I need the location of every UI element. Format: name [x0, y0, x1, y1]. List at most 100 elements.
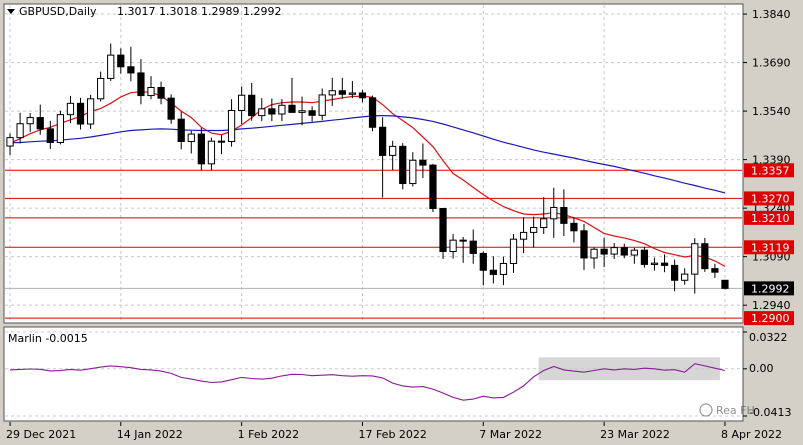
- candle-bear: [378, 126, 387, 156]
- candle-bull: [650, 262, 659, 265]
- level-label-box: [744, 311, 794, 326]
- level-label: 1.3210: [751, 212, 790, 225]
- oscillator-scale-top: 0.0322: [749, 331, 788, 344]
- level-label-box: [744, 191, 794, 206]
- candlesticks: [6, 43, 729, 294]
- oscillator-line: [9, 363, 726, 401]
- price-axis: 1.38401.36901.35401.33901.32401.30901.29…: [743, 8, 791, 312]
- candle-bull: [449, 239, 457, 252]
- candle-bull: [318, 94, 326, 116]
- oscillator-scale-bottom: -0.0413: [749, 406, 791, 419]
- level-label-box: [744, 163, 794, 178]
- candle-bear: [660, 262, 669, 266]
- current-price-label: 1.2992: [751, 282, 790, 295]
- current-price-box: [744, 281, 794, 296]
- candle-bull: [348, 92, 357, 95]
- candle-bull: [530, 227, 538, 233]
- candle-bear: [177, 118, 185, 143]
- oscillator-scale-zero: 0.00: [749, 362, 774, 375]
- candle-bull: [258, 108, 266, 117]
- candle-bear: [439, 207, 447, 252]
- candle-bear: [560, 206, 568, 224]
- price-pane: [3, 3, 744, 324]
- ma-fast-line: [9, 91, 726, 267]
- candle-bear: [308, 110, 316, 116]
- candle-bull: [550, 206, 558, 220]
- candle-bull: [66, 102, 75, 116]
- candle-bear: [459, 239, 467, 242]
- candle-bear: [429, 164, 437, 209]
- candle-bear: [721, 279, 729, 289]
- candle-bear: [137, 72, 145, 97]
- chart-ohlc: 1.3017 1.3018 1.2989 1.2992: [117, 5, 281, 18]
- candle-bull: [610, 247, 618, 255]
- y-tick-label: 1.3840: [752, 8, 791, 21]
- candle-bull: [298, 110, 306, 113]
- y-tick-label: 1.2940: [752, 299, 791, 312]
- x-tick-label: 17 Feb 2022: [358, 428, 426, 441]
- candle-bull: [147, 86, 155, 97]
- candle-bear: [620, 247, 628, 256]
- time-axis: 29 Dec 2021 14 Jan 2022 1 Feb 2022 17 Feb 2…: [6, 422, 782, 441]
- candle-bull: [278, 104, 286, 115]
- candle-bear: [197, 133, 205, 165]
- candle-bear: [570, 222, 578, 232]
- candle-bear: [157, 86, 165, 99]
- level-labels: 1.3357 1.3270 1.3210 1.3119 1.2900 1.2992: [744, 163, 794, 326]
- level-label-box: [744, 240, 794, 255]
- x-tick-label: 1 Feb 2022: [238, 428, 299, 441]
- watermark: Rea FH: [699, 403, 755, 417]
- chart-symbol: GBPUSD,Daily: [19, 5, 97, 18]
- chart-menu-triangle-icon[interactable]: [7, 9, 15, 14]
- candle-bear: [268, 108, 276, 115]
- candle-bear: [217, 140, 226, 143]
- oscillator-label: Marlin -0.0015: [8, 332, 88, 345]
- candle-bull: [107, 54, 115, 79]
- candle-bull: [519, 231, 528, 240]
- candle-bear: [288, 104, 296, 113]
- candle-bear: [248, 94, 256, 117]
- candle-bull: [389, 145, 397, 156]
- oscillator: [5, 331, 747, 417]
- candle-bull: [630, 249, 638, 256]
- candle-bull: [409, 159, 417, 185]
- candle-bear: [117, 54, 125, 68]
- candle-bear: [46, 128, 54, 143]
- y-tick-label: 1.3540: [752, 105, 791, 118]
- candle-bull: [86, 98, 95, 125]
- level-lines: [5, 169, 742, 319]
- level-label-box: [744, 210, 794, 225]
- y-tick-label: 1.3690: [752, 57, 791, 70]
- candle-bear: [711, 268, 719, 273]
- candle-bull: [207, 140, 216, 165]
- candle-bull: [238, 94, 246, 111]
- candle-bull: [6, 137, 14, 147]
- candle-bear: [479, 252, 487, 271]
- candle-bear: [640, 249, 649, 265]
- candle-bear: [127, 66, 135, 74]
- candle-bull: [97, 77, 105, 100]
- candle-bear: [358, 92, 367, 99]
- candle-bull: [16, 123, 24, 139]
- candle-bear: [469, 240, 477, 254]
- x-tick-label: 7 Mar 2022: [479, 428, 542, 441]
- watermark-logo-icon: [699, 403, 713, 417]
- level-label: 1.3119: [751, 241, 790, 254]
- candle-bear: [167, 97, 175, 120]
- candle-bear: [76, 102, 85, 125]
- candle-bear: [368, 97, 377, 128]
- x-tick-label: 14 Jan 2022: [117, 428, 183, 441]
- x-tick-label: 23 Mar 2022: [600, 428, 670, 441]
- candle-bear: [600, 248, 608, 255]
- ma-slow-line: [9, 114, 726, 194]
- candle-bull: [681, 273, 689, 281]
- candle-bull: [540, 218, 548, 229]
- candle-bull: [227, 109, 236, 143]
- candle-bull: [499, 262, 508, 275]
- candle-bear: [670, 264, 679, 281]
- x-tick-label: 8 Apr 2022: [721, 428, 782, 441]
- candle-bull: [187, 133, 195, 143]
- moving-averages: [9, 91, 726, 267]
- level-label: 1.3357: [751, 164, 790, 177]
